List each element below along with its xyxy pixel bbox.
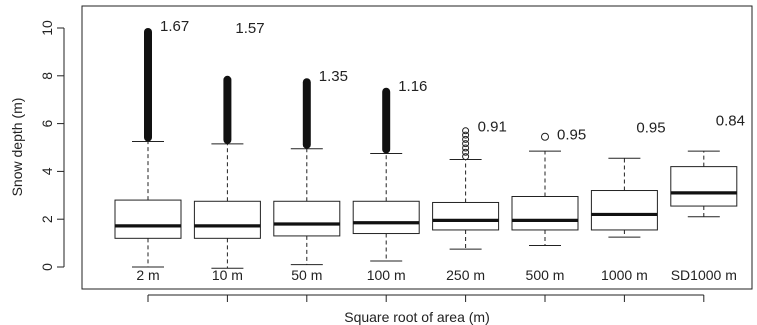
x-tick-label: SD1000 m [671, 267, 737, 283]
x-tick-label: 10 m [212, 267, 243, 283]
value-annotation: 1.16 [398, 78, 427, 95]
outlier-points [382, 87, 391, 154]
x-axis-label: Square root of area (m) [344, 309, 490, 325]
x-tick-label: 2 m [136, 267, 159, 283]
outlier-point [462, 153, 470, 161]
box [193, 200, 261, 239]
outlier-points [223, 75, 232, 144]
outlier-point [462, 127, 470, 135]
box-group: 0.91 [432, 118, 507, 250]
box [511, 195, 579, 231]
x-tick-label: 50 m [291, 267, 322, 283]
box-group: 1.57 [193, 20, 265, 269]
box-group: 1.35 [273, 68, 348, 266]
box [432, 201, 500, 231]
box [352, 200, 420, 235]
outlier-points [144, 28, 152, 142]
outlier-point [541, 132, 549, 141]
box [590, 190, 658, 231]
y-axis: 0 2 4 6 8 10 [39, 20, 65, 271]
box-group: 1.16 [352, 78, 427, 262]
y-tick-label: 2 [39, 215, 55, 223]
box [114, 199, 182, 239]
value-annotation: 0.95 [636, 120, 665, 137]
value-annotation: 1.67 [160, 18, 189, 35]
x-tick-label: 250 m [446, 267, 485, 283]
box-group: 1.67 [114, 18, 189, 268]
x-tick-label: 1000 m [601, 267, 648, 283]
box [273, 200, 341, 237]
y-tick-label: 6 [39, 119, 55, 127]
y-tick-label: 4 [39, 167, 55, 175]
box-group: 0.95 [511, 127, 586, 246]
value-annotation: 1.57 [235, 20, 264, 37]
box [670, 166, 738, 207]
outlier-point [462, 144, 470, 152]
box-series: 1.67 1.57 1.35 1.16 0.91 0.95 0.95 0.84 [114, 18, 745, 269]
y-tick-label: 0 [39, 263, 55, 271]
value-annotation: 0.84 [716, 112, 745, 129]
y-axis-label: Snow depth (m) [9, 98, 25, 197]
x-tick-label: 500 m [526, 267, 565, 283]
y-tick-label: 10 [39, 20, 55, 36]
x-tick-label: 100 m [367, 267, 406, 283]
plot-frame [81, 5, 753, 290]
box-group: 0.95 [590, 120, 666, 238]
y-tick-label: 8 [39, 72, 55, 80]
outlier-point [462, 131, 470, 139]
value-annotation: 0.91 [478, 118, 507, 135]
x-axis: 2 m 10 m 50 m 100 m 250 m 500 m 1000 m SD1000 m [136, 267, 737, 302]
outlier-point [462, 135, 470, 143]
value-annotation: 1.35 [319, 68, 348, 85]
outlier-points [302, 78, 311, 149]
box-group: 0.84 [670, 112, 745, 218]
value-annotation: 0.95 [557, 127, 586, 144]
outlier-point [462, 140, 470, 148]
outlier-point [462, 148, 470, 156]
